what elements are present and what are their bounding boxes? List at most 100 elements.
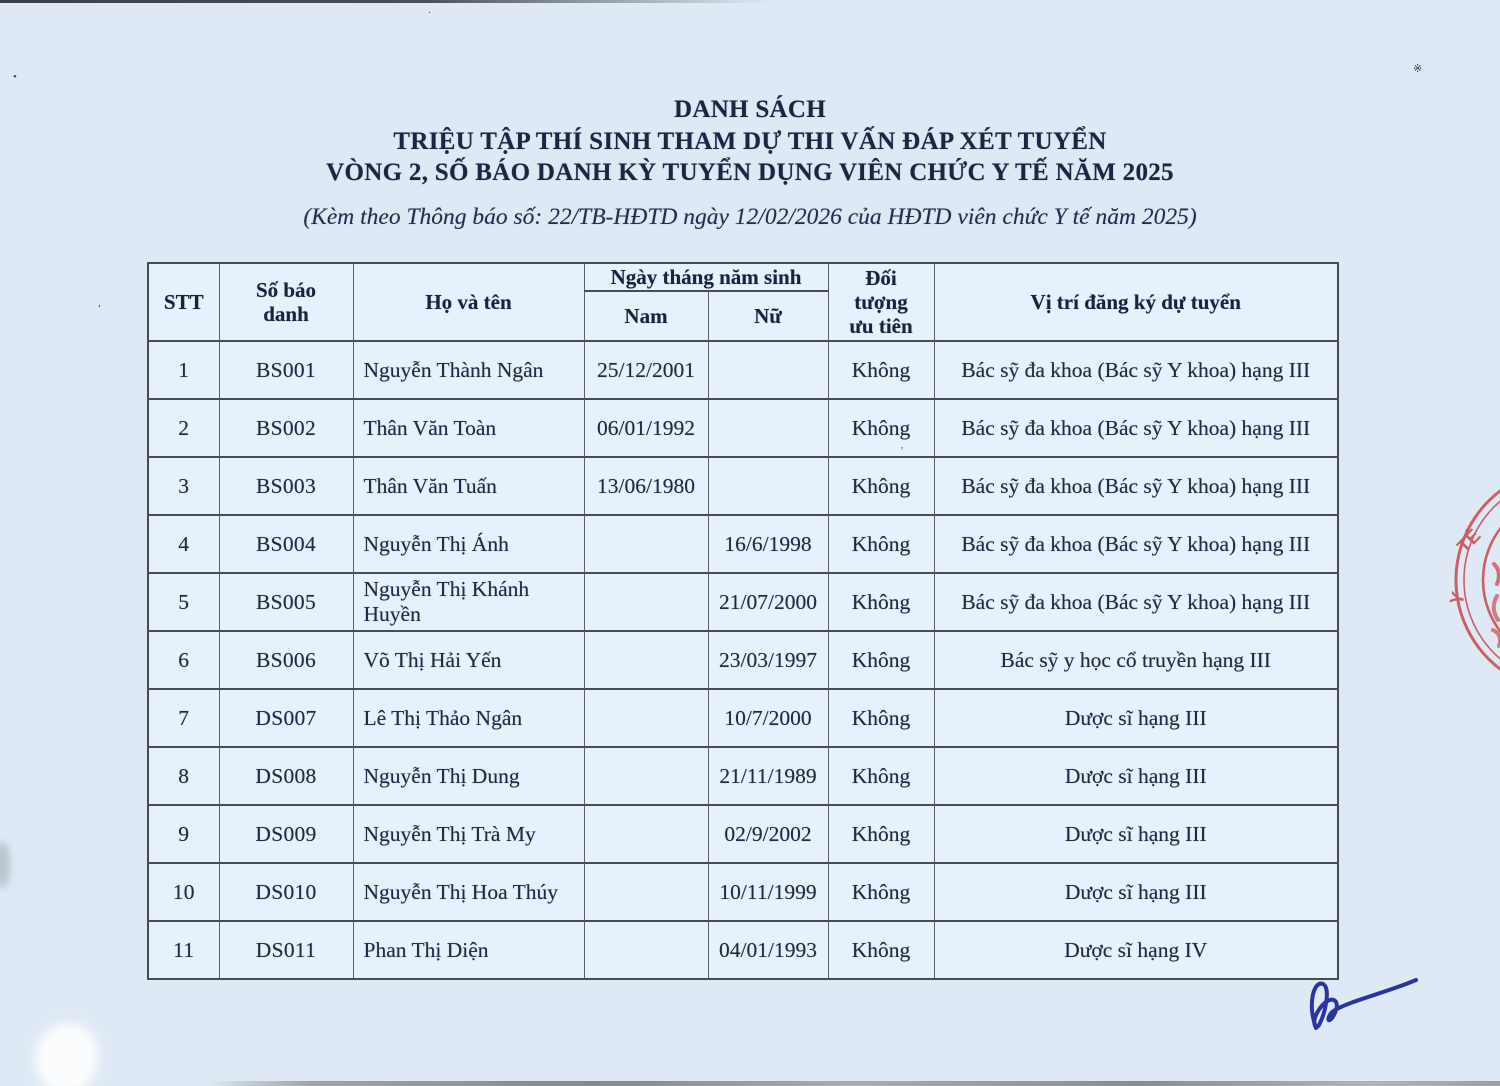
- scan-blur-blob: [0, 842, 10, 888]
- cell-vi-tri: Bác sỹ đa khoa (Bác sỹ Y khoa) hạng III: [933, 572, 1339, 632]
- table-row: 9 DS009 Nguyễn Thị Trà My 02/9/2002 Khôn…: [147, 804, 1339, 864]
- cell-so-bao-danh: DS009: [218, 804, 354, 864]
- header-row-top: STT Số báo danh Họ và tên Ngày tháng năm…: [147, 262, 1339, 342]
- scanner-edge-top: [0, 0, 770, 3]
- cell-ho-va-ten: Nguyễn Thị Ánh: [352, 514, 585, 574]
- cell-stt: 9: [147, 804, 220, 864]
- cell-stt: 2: [147, 398, 220, 458]
- cell-ho-va-ten: Phan Thị Diện: [352, 920, 585, 980]
- cell-ho-va-ten: Thân Văn Tuấn: [352, 456, 585, 516]
- cell-so-bao-danh: BS006: [218, 630, 354, 690]
- cell-uu-tien: Không: [827, 862, 935, 922]
- table-row: 4 BS004 Nguyễn Thị Ánh 16/6/1998 Không B…: [147, 514, 1339, 574]
- cell-ngay-sinh-nu: 10/11/1999: [707, 862, 829, 922]
- scan-speck: ·: [428, 7, 432, 19]
- col-header-nu: Nữ: [707, 290, 829, 342]
- cell-uu-tien: Không: [827, 920, 935, 980]
- cell-stt: 6: [147, 630, 220, 690]
- cell-uu-tien: Không: [827, 514, 935, 574]
- cell-ngay-sinh-nu: 16/6/1998: [707, 514, 829, 574]
- cell-ngay-sinh-nu: 04/01/1993: [707, 920, 829, 980]
- cell-so-bao-danh: BS004: [218, 514, 354, 574]
- scan-white-blob: [36, 1024, 98, 1086]
- col-header-vi-tri: Vị trí đăng ký dự tuyển: [933, 262, 1339, 342]
- official-stamp-partial: TẾ Y: [1446, 489, 1500, 671]
- cell-ngay-sinh-nam: [583, 746, 709, 806]
- cell-uu-tien: Không: [827, 398, 935, 458]
- col-header-doi-tuong-uu-tien: Đối tượng ưu tiên: [827, 262, 935, 342]
- title-line-3: VÒNG 2, SỐ BÁO DANH KỲ TUYỂN DỤNG VIÊN C…: [326, 159, 1174, 186]
- cell-vi-tri: Bác sỹ đa khoa (Bác sỹ Y khoa) hạng III: [933, 398, 1339, 458]
- cell-ngay-sinh-nam: [583, 920, 709, 980]
- cell-ho-va-ten: Lê Thị Thảo Ngân: [352, 688, 585, 748]
- col-header-stt: STT: [147, 262, 220, 342]
- cell-ngay-sinh-nu: [707, 340, 829, 400]
- cell-so-bao-danh: DS008: [218, 746, 354, 806]
- col-header-ngay-sinh-group: Ngày tháng năm sinh: [583, 262, 829, 292]
- candidate-table: STT Số báo danh Họ và tên Ngày tháng năm…: [147, 262, 1339, 980]
- cell-vi-tri: Dược sĩ hạng III: [933, 804, 1339, 864]
- table-row: 8 DS008 Nguyễn Thị Dung 21/11/1989 Không…: [147, 746, 1339, 806]
- table-body: 1 BS001 Nguyễn Thành Ngân 25/12/2001 Khô…: [147, 340, 1339, 980]
- cell-ho-va-ten: Nguyễn Thị Khánh Huyền: [352, 572, 585, 632]
- col-header-nam: Nam: [583, 290, 709, 342]
- cell-stt: 4: [147, 514, 220, 574]
- header-row-bottom: Nam Nữ: [148, 290, 1338, 342]
- cell-stt: 5: [147, 572, 220, 632]
- cell-vi-tri: Bác sỹ đa khoa (Bác sỹ Y khoa) hạng III: [933, 514, 1339, 574]
- cell-so-bao-danh: DS011: [218, 920, 354, 980]
- table-header: STT Số báo danh Họ và tên Ngày tháng năm…: [147, 262, 1339, 342]
- cell-ho-va-ten: Nguyễn Thành Ngân: [352, 340, 585, 400]
- cell-ho-va-ten: Nguyễn Thị Hoa Thúy: [352, 862, 585, 922]
- cell-so-bao-danh: DS010: [218, 862, 354, 922]
- cell-ho-va-ten: Nguyễn Thị Trà My: [352, 804, 585, 864]
- cell-ngay-sinh-nu: 21/07/2000: [707, 572, 829, 632]
- signature-mark: [1309, 978, 1418, 1030]
- cell-ngay-sinh-nam: [583, 630, 709, 690]
- document-subtitle: (Kèm theo Thông báo số: 22/TB-HĐTD ngày …: [303, 204, 1197, 230]
- cell-ngay-sinh-nam: [583, 688, 709, 748]
- cell-ho-va-ten: Thân Văn Toàn: [352, 398, 585, 458]
- cell-ngay-sinh-nam: [583, 572, 709, 632]
- cell-ho-va-ten: Võ Thị Hải Yến: [352, 630, 585, 690]
- cell-stt: 7: [147, 688, 220, 748]
- cell-stt: 8: [147, 746, 220, 806]
- cell-so-bao-danh: BS005: [218, 572, 354, 632]
- cell-so-bao-danh: BS003: [218, 456, 354, 516]
- cell-ngay-sinh-nam: [583, 804, 709, 864]
- table-row: 3 BS003 Thân Văn Tuấn 13/06/1980 Không B…: [147, 456, 1339, 516]
- cell-ho-va-ten: Nguyễn Thị Dung: [352, 746, 585, 806]
- cell-so-bao-danh: DS007: [218, 688, 354, 748]
- cell-vi-tri: Dược sĩ hạng III: [933, 688, 1339, 748]
- cell-stt: 3: [147, 456, 220, 516]
- cell-uu-tien: Không: [827, 572, 935, 632]
- table-row: 1 BS001 Nguyễn Thành Ngân 25/12/2001 Khô…: [147, 340, 1339, 400]
- cell-ngay-sinh-nu: 02/9/2002: [707, 804, 829, 864]
- cell-uu-tien: Không: [827, 688, 935, 748]
- scanner-edge-bottom: [205, 1081, 1500, 1086]
- table-row: 10 DS010 Nguyễn Thị Hoa Thúy 10/11/1999 …: [147, 862, 1339, 922]
- cell-stt: 11: [147, 920, 220, 980]
- cell-vi-tri: Dược sĩ hạng III: [933, 862, 1339, 922]
- table-row: 6 BS006 Võ Thị Hải Yến 23/03/1997 Không …: [147, 630, 1339, 690]
- stamp-text-y: Y: [1446, 590, 1470, 608]
- table-row: 11 DS011 Phan Thị Diện 04/01/1993 Không …: [147, 920, 1339, 980]
- scan-speck: •: [13, 71, 17, 83]
- cell-ngay-sinh-nam: [583, 862, 709, 922]
- cell-ngay-sinh-nu: 23/03/1997: [707, 630, 829, 690]
- cell-ngay-sinh-nu: [707, 398, 829, 458]
- cell-stt: 1: [147, 340, 220, 400]
- table-row: 7 DS007 Lê Thị Thảo Ngân 10/7/2000 Không…: [147, 688, 1339, 748]
- title-line-1: DANH SÁCH: [673, 96, 827, 123]
- cell-ngay-sinh-nu: 10/7/2000: [707, 688, 829, 748]
- cell-ngay-sinh-nu: [707, 456, 829, 516]
- document-title: DANH SÁCH TRIỆU TẬP THÍ SINH THAM DỰ THI…: [0, 94, 1500, 189]
- table-row: 2 BS002 Thân Văn Toàn 06/01/1992 Không B…: [147, 398, 1339, 458]
- cell-ngay-sinh-nu: 21/11/1989: [707, 746, 829, 806]
- cell-ngay-sinh-nam: [583, 514, 709, 574]
- title-line-2: TRIỆU TẬP THÍ SINH THAM DỰ THI VẤN ĐÁP X…: [393, 127, 1107, 155]
- table-row: 5 BS005 Nguyễn Thị Khánh Huyền 21/07/200…: [147, 572, 1339, 632]
- cell-so-bao-danh: BS002: [218, 398, 354, 458]
- cell-uu-tien: Không: [827, 456, 935, 516]
